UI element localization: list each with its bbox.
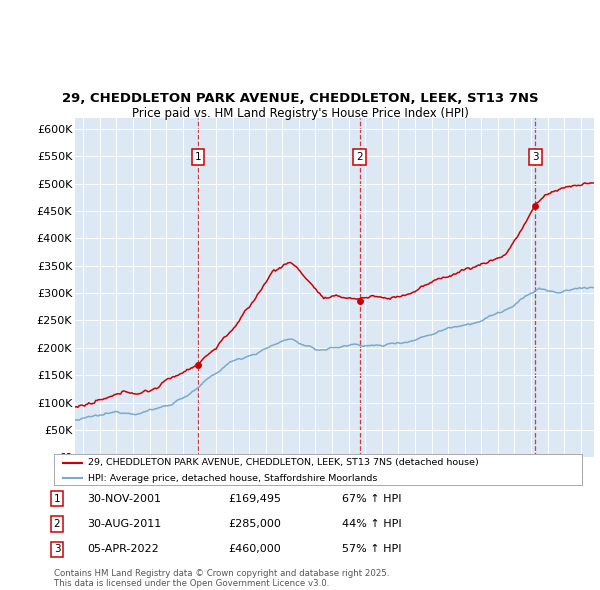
Text: 3: 3: [53, 545, 61, 554]
Text: 1: 1: [53, 494, 61, 503]
Text: 67% ↑ HPI: 67% ↑ HPI: [342, 494, 401, 503]
Text: 2: 2: [356, 152, 363, 162]
Text: 30-AUG-2011: 30-AUG-2011: [87, 519, 161, 529]
Text: 3: 3: [532, 152, 539, 162]
Text: Price paid vs. HM Land Registry's House Price Index (HPI): Price paid vs. HM Land Registry's House …: [131, 107, 469, 120]
Text: HPI: Average price, detached house, Staffordshire Moorlands: HPI: Average price, detached house, Staf…: [88, 474, 377, 483]
Text: 30-NOV-2001: 30-NOV-2001: [87, 494, 161, 503]
Text: 05-APR-2022: 05-APR-2022: [87, 545, 159, 554]
Text: 44% ↑ HPI: 44% ↑ HPI: [342, 519, 401, 529]
Text: 29, CHEDDLETON PARK AVENUE, CHEDDLETON, LEEK, ST13 7NS (detached house): 29, CHEDDLETON PARK AVENUE, CHEDDLETON, …: [88, 458, 479, 467]
Text: £460,000: £460,000: [228, 545, 281, 554]
Text: 29, CHEDDLETON PARK AVENUE, CHEDDLETON, LEEK, ST13 7NS: 29, CHEDDLETON PARK AVENUE, CHEDDLETON, …: [62, 92, 538, 105]
Text: 57% ↑ HPI: 57% ↑ HPI: [342, 545, 401, 554]
Text: £285,000: £285,000: [228, 519, 281, 529]
Text: 2: 2: [53, 519, 61, 529]
Text: Contains HM Land Registry data © Crown copyright and database right 2025.
This d: Contains HM Land Registry data © Crown c…: [54, 569, 389, 588]
Text: 1: 1: [195, 152, 202, 162]
Text: £169,495: £169,495: [228, 494, 281, 503]
